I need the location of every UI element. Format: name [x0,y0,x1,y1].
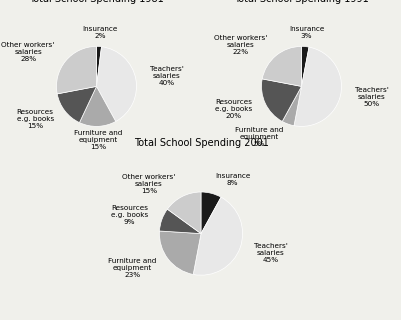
Text: Other workers'
salaries
22%: Other workers' salaries 22% [213,35,266,55]
Text: Resources
e.g. books
15%: Resources e.g. books 15% [16,109,54,130]
Text: Resources
e.g. books
9%: Resources e.g. books 9% [111,204,148,225]
Text: Insurance
3%: Insurance 3% [288,26,324,39]
Text: Resources
e.g. books
20%: Resources e.g. books 20% [215,100,252,119]
Text: Insurance
8%: Insurance 8% [215,173,250,186]
Wedge shape [293,47,341,126]
Title: Total School Spending 2001: Total School Spending 2001 [133,138,268,148]
Text: Insurance
2%: Insurance 2% [82,26,117,39]
Wedge shape [261,46,301,86]
Text: Teachers'
salaries
50%: Teachers' salaries 50% [354,86,387,107]
Wedge shape [261,79,301,122]
Text: Furniture and
equipment
5%: Furniture and equipment 5% [234,127,282,147]
Text: Furniture and
equipment
15%: Furniture and equipment 15% [74,130,122,150]
Wedge shape [193,197,242,275]
Wedge shape [200,192,221,234]
Wedge shape [96,46,101,86]
Wedge shape [282,86,301,126]
Wedge shape [79,86,115,126]
Title: Total School Spending 1991: Total School Spending 1991 [233,0,368,4]
Wedge shape [301,46,308,86]
Wedge shape [159,231,200,275]
Text: Teachers'
salaries
40%: Teachers' salaries 40% [149,66,183,86]
Wedge shape [56,46,96,94]
Wedge shape [159,209,200,234]
Text: Other workers'
salaries
15%: Other workers' salaries 15% [122,173,175,194]
Wedge shape [96,47,136,122]
Title: Total School Spending 1981: Total School Spending 1981 [29,0,164,4]
Text: Other workers'
salaries
28%: Other workers' salaries 28% [2,42,55,62]
Text: Furniture and
equipment
23%: Furniture and equipment 23% [108,258,156,278]
Wedge shape [57,86,96,123]
Wedge shape [167,192,200,234]
Text: Teachers'
salaries
45%: Teachers' salaries 45% [253,243,287,263]
